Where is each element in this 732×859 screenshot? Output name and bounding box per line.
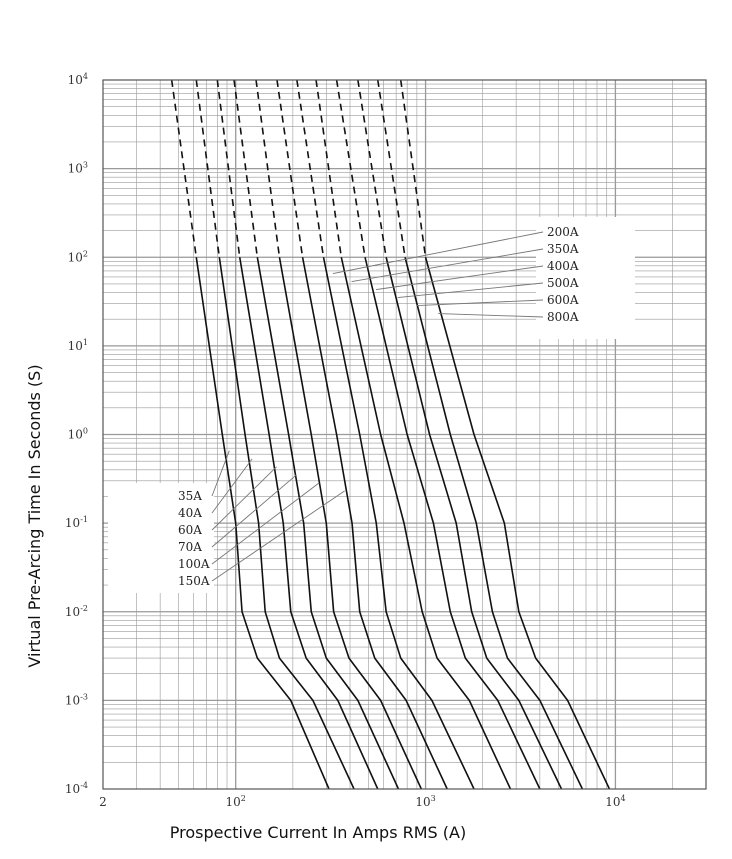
y-tick-label: 100 [68,427,88,442]
y-tick-label: 10-2 [65,604,88,619]
legend: 200A 350A 400A 500A 600A 800A 35A 40A 60A 70A 100A… [108,217,635,593]
legend-box [108,483,214,593]
x-tick-label: 2 [99,795,107,809]
curve-35a [195,257,330,790]
legend-label-600a: 600A [547,293,579,307]
curve-150a-dashed [276,79,304,258]
x-tick-label: 102 [226,794,246,809]
y-tick-label: 10-1 [65,515,88,530]
y-tick-label: 103 [68,161,88,176]
legend-label-350a: 350A [547,242,579,256]
curve-500a-dashed [357,79,387,258]
legend-label-800a: 800A [547,310,579,324]
y-axis-title: Virtual Pre-Arcing Time In Seconds (S) [25,364,44,667]
legend-leader-line [211,490,345,582]
grid [103,80,706,789]
x-tick-label: 103 [415,794,435,809]
curve-70a [256,257,400,790]
curves [170,79,611,790]
legend-label-60a: 60A [178,523,202,537]
legend-leader-line [211,474,297,548]
legend-leader-line [211,458,253,514]
curve-40a [218,257,355,790]
curve-800a-dashed [399,79,427,258]
legend-label-150a: 150A [178,574,210,588]
legend-leader-line [416,299,544,307]
curve-150a [301,257,448,790]
curve-100a [278,257,423,790]
legend-leader-line [351,248,544,283]
curve-500a [385,257,563,790]
legend-label-40a: 40A [178,506,202,520]
tick-labels: 2 102 103 104 104 103 102 101 100 10-1 10-2 10-3 10-… [65,72,626,809]
y-tick-label: 101 [68,338,88,353]
y-tick-label: 10-4 [65,781,88,796]
curve-60a [238,257,379,790]
y-tick-label: 10-3 [65,692,88,707]
curve-600a [404,257,584,790]
legend-box [536,217,635,339]
curve-350a-dashed [315,79,343,258]
curve-600a-dashed [376,79,406,258]
curve-350a [340,257,512,790]
y-tick-label: 102 [68,249,88,264]
y-tick-label: 104 [68,72,88,87]
curve-800a [424,257,611,790]
curve-40a-dashed [195,79,221,258]
x-tick-label: 104 [605,794,625,809]
curve-35a-dashed [170,79,198,258]
curve-70a-dashed [233,79,259,258]
curve-200a [322,257,475,790]
curve-400a-dashed [335,79,366,258]
legend-label-35a: 35A [178,489,202,503]
x-axis-title: Prospective Current In Amps RMS (A) [170,823,466,842]
legend-leader-line [397,282,544,299]
legend-leader-line [211,450,230,497]
legend-label-100a: 100A [178,557,210,571]
legend-leader-line [211,482,320,565]
curve-400a [364,257,541,790]
legend-label-400a: 400A [547,259,579,273]
legend-label-500a: 500A [547,276,579,290]
legend-leader-line [211,466,277,531]
curve-200a-dashed [296,79,325,258]
legend-leader-line [438,313,544,318]
legend-label-70a: 70A [178,540,202,554]
plot-frame [102,79,707,790]
legend-leader-line [375,265,544,291]
legend-leader-line [332,231,544,275]
curve-60a-dashed [216,79,241,258]
curve-100a-dashed [255,79,281,258]
legend-label-200a: 200A [547,225,579,239]
